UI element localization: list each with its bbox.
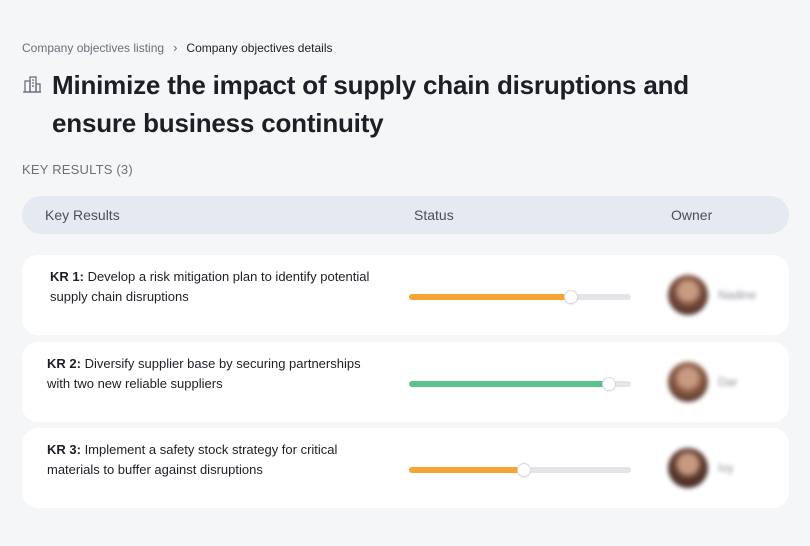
column-header-owner: Owner <box>671 207 713 223</box>
owner[interactable]: Ivy <box>668 448 733 488</box>
key-result-id: KR 3: <box>47 442 81 457</box>
page-title: Minimize the impact of supply chain disr… <box>52 70 689 138</box>
progress-fill <box>409 467 525 473</box>
key-result-description: Implement a safety stock strategy for cr… <box>47 442 338 477</box>
key-result-text: KR 3: Implement a safety stock strategy … <box>47 440 367 480</box>
owner-name: Dar <box>718 375 738 389</box>
owner-name: Ivy <box>718 461 734 475</box>
key-result-text: KR 1: Develop a risk mitigation plan to … <box>50 267 370 307</box>
breadcrumb: Company objectives listing › Company obj… <box>22 40 333 55</box>
title-row: Minimize the impact of supply chain disr… <box>22 66 712 142</box>
owner[interactable]: Dar <box>668 362 737 402</box>
key-result-row[interactable]: KR 2: Diversify supplier base by securin… <box>22 342 789 422</box>
breadcrumb-link-listing[interactable]: Company objectives listing <box>22 40 165 55</box>
avatar <box>668 448 708 488</box>
progress-bar <box>409 291 631 303</box>
key-results-count-label: KEY RESULTS (3) <box>22 162 133 177</box>
chevron-right-icon: › <box>173 40 178 55</box>
progress-bar <box>409 464 631 476</box>
progress-fill <box>409 381 609 387</box>
owner-name: Nadine <box>718 288 757 302</box>
key-result-row[interactable]: KR 1: Develop a risk mitigation plan to … <box>22 255 789 335</box>
column-header-key-results: Key Results <box>45 207 120 223</box>
avatar <box>668 275 708 315</box>
progress-fill <box>409 294 572 300</box>
building-icon <box>23 76 41 93</box>
key-result-text: KR 2: Diversify supplier base by securin… <box>47 354 367 394</box>
breadcrumb-current: Company objectives details <box>186 40 333 55</box>
progress-bar <box>409 378 631 390</box>
avatar <box>668 362 708 402</box>
owner[interactable]: Nadine <box>668 275 756 315</box>
key-result-id: KR 2: <box>47 356 81 371</box>
progress-handle[interactable] <box>565 291 578 303</box>
key-result-row[interactable]: KR 3: Implement a safety stock strategy … <box>22 428 789 508</box>
progress-handle[interactable] <box>602 378 615 390</box>
column-header-status: Status <box>414 207 454 223</box>
key-result-id: KR 1: <box>50 269 84 284</box>
progress-handle[interactable] <box>518 464 531 476</box>
key-result-description: Develop a risk mitigation plan to identi… <box>50 269 370 304</box>
table-header: Key Results Status Owner <box>22 196 789 234</box>
key-result-description: Diversify supplier base by securing part… <box>47 356 361 391</box>
